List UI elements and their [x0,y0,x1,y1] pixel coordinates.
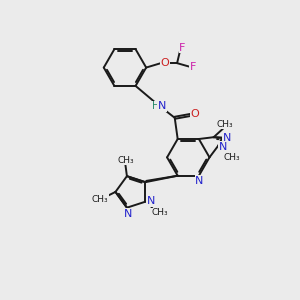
Text: N: N [124,208,133,219]
Text: N: N [158,101,166,111]
Text: CH₃: CH₃ [224,153,240,162]
Text: F: F [179,43,186,53]
Text: CH₃: CH₃ [217,120,233,129]
Text: N: N [195,176,204,186]
Text: F: F [190,62,196,72]
Text: CH₃: CH₃ [152,208,169,217]
Text: O: O [160,58,169,68]
Text: N: N [219,142,227,152]
Text: N: N [222,133,231,143]
Text: H: H [152,101,160,111]
Text: N: N [147,196,155,206]
Text: O: O [191,109,200,119]
Text: CH₃: CH₃ [92,195,109,204]
Text: CH₃: CH₃ [117,156,134,165]
